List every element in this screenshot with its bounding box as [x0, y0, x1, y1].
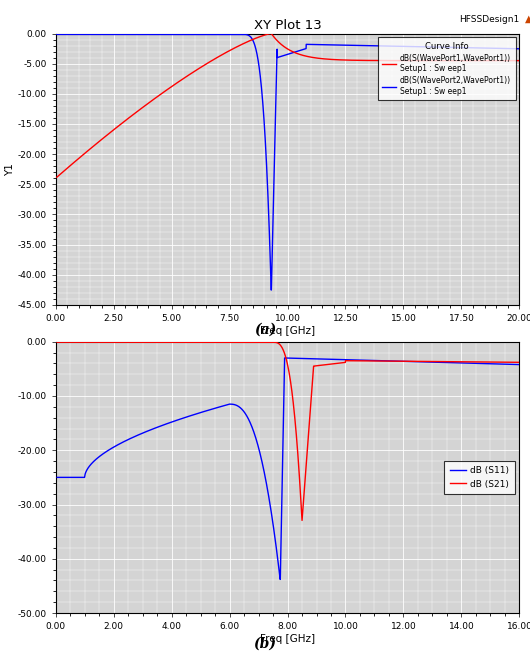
- Text: HFSSDesign1: HFSSDesign1: [459, 15, 519, 24]
- X-axis label: Freq [GHz]: Freq [GHz]: [260, 326, 315, 336]
- X-axis label: Freq [GHz]: Freq [GHz]: [260, 634, 315, 644]
- Legend: dB (S11), dB (S21): dB (S11), dB (S21): [444, 461, 515, 494]
- Text: (a): (a): [254, 323, 276, 336]
- Y-axis label: Y1: Y1: [5, 163, 15, 176]
- Text: ▲: ▲: [525, 14, 530, 24]
- Title: XY Plot 13: XY Plot 13: [254, 19, 321, 32]
- Legend: dB(S(WavePort1,WavePort1))
Setup1 : Sw eep1, dB(S(WavePort2,WavePort1))
Setup1 :: dB(S(WavePort1,WavePort1)) Setup1 : Sw e…: [378, 38, 516, 100]
- Text: (b): (b): [253, 636, 277, 650]
